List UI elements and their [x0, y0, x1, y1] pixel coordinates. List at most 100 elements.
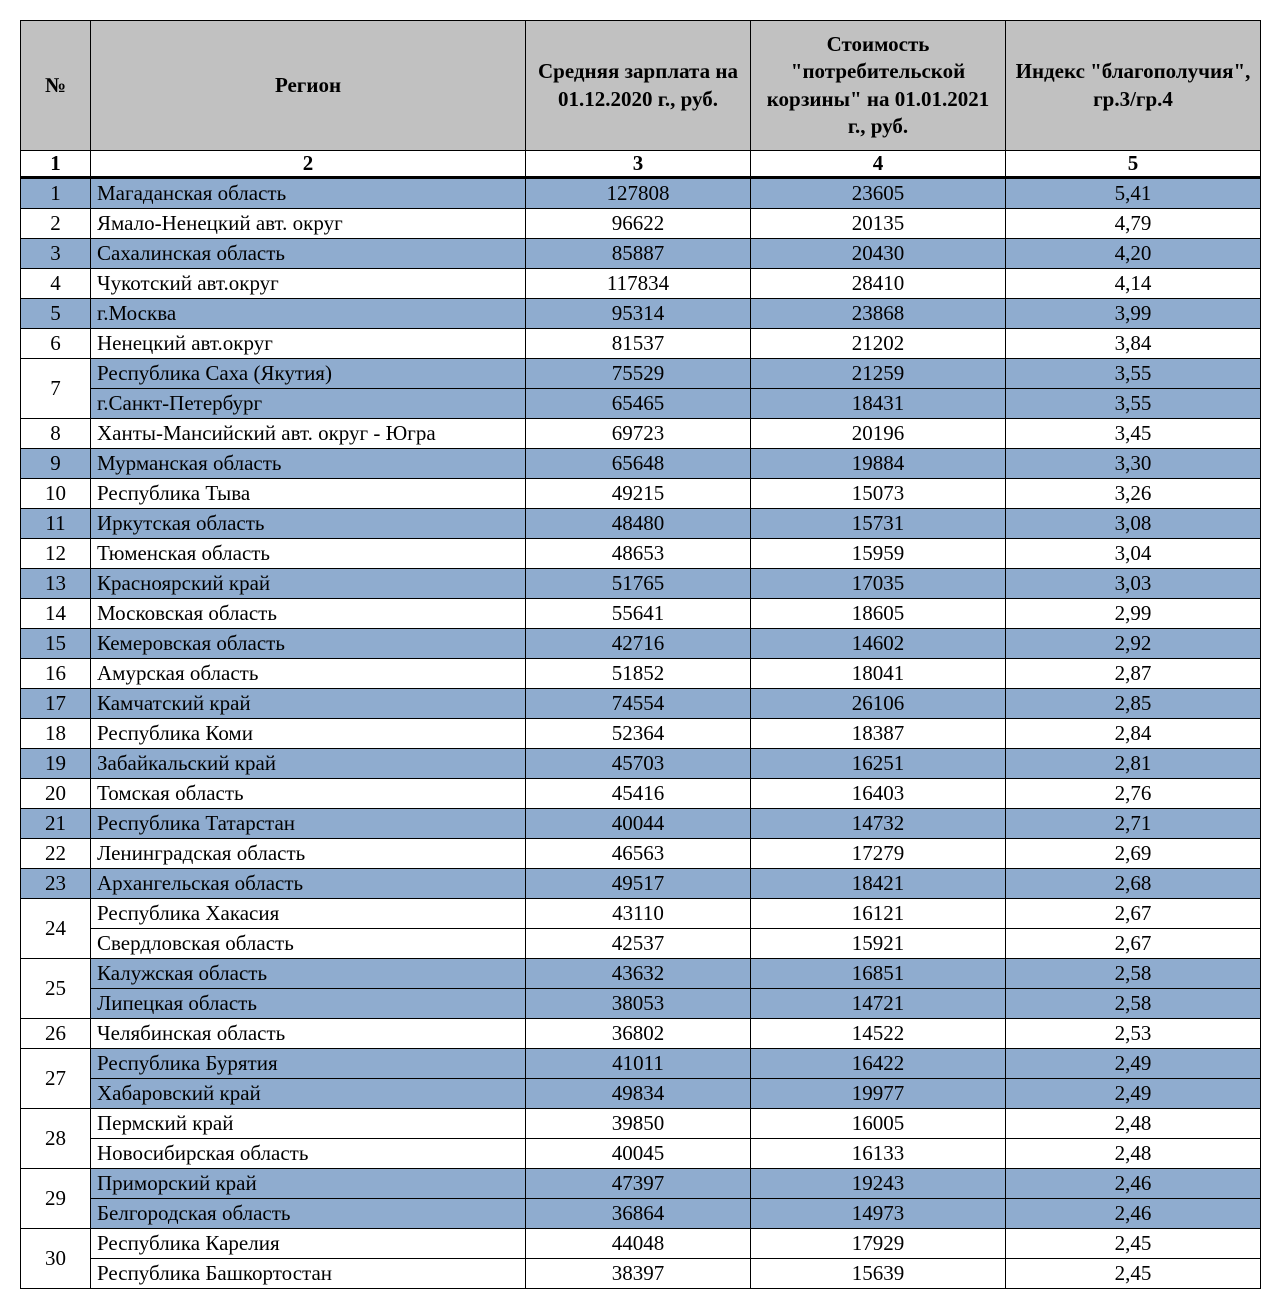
index-cell: 2,67 [1006, 899, 1261, 929]
table-row: 24Республика Хакасия43110161212,67 [21, 899, 1261, 929]
basket-cell: 14602 [751, 629, 1006, 659]
table-row: 14Московская область55641186052,99 [21, 599, 1261, 629]
rank-cell: 25 [21, 959, 91, 1019]
rank-cell: 4 [21, 269, 91, 299]
index-cell: 3,30 [1006, 449, 1261, 479]
region-cell: Белгородская область [91, 1199, 526, 1229]
table-row: 8Ханты-Мансийский авт. округ - Югра69723… [21, 419, 1261, 449]
basket-cell: 16851 [751, 959, 1006, 989]
salary-cell: 69723 [526, 419, 751, 449]
basket-cell: 14721 [751, 989, 1006, 1019]
index-cell: 2,58 [1006, 959, 1261, 989]
index-cell: 2,76 [1006, 779, 1261, 809]
region-cell: Магаданская область [91, 178, 526, 209]
table-row: 4Чукотский авт.округ117834284104,14 [21, 269, 1261, 299]
salary-cell: 43632 [526, 959, 751, 989]
basket-cell: 21202 [751, 329, 1006, 359]
salary-cell: 74554 [526, 689, 751, 719]
rank-cell: 28 [21, 1109, 91, 1169]
index-cell: 5,41 [1006, 178, 1261, 209]
table-row: г.Санкт-Петербург65465184313,55 [21, 389, 1261, 419]
index-cell: 2,49 [1006, 1049, 1261, 1079]
basket-cell: 20430 [751, 239, 1006, 269]
index-cell: 3,84 [1006, 329, 1261, 359]
salary-cell: 36864 [526, 1199, 751, 1229]
table-row: 3Сахалинская область85887204304,20 [21, 239, 1261, 269]
table-row: Новосибирская область40045161332,48 [21, 1139, 1261, 1169]
region-cell: Красноярский край [91, 569, 526, 599]
basket-cell: 16403 [751, 779, 1006, 809]
basket-cell: 17279 [751, 839, 1006, 869]
rank-cell: 7 [21, 359, 91, 419]
table-row: 28Пермский край39850160052,48 [21, 1109, 1261, 1139]
region-cell: Мурманская область [91, 449, 526, 479]
index-cell: 4,79 [1006, 209, 1261, 239]
rank-cell: 24 [21, 899, 91, 959]
table-row: Хабаровский край49834199772,49 [21, 1079, 1261, 1109]
index-cell: 2,49 [1006, 1079, 1261, 1109]
region-cell: Республика Бурятия [91, 1049, 526, 1079]
colnum-2: 2 [91, 151, 526, 178]
table-row: 13Красноярский край51765170353,03 [21, 569, 1261, 599]
region-cell: Камчатский край [91, 689, 526, 719]
index-cell: 2,81 [1006, 749, 1261, 779]
region-cell: Забайкальский край [91, 749, 526, 779]
salary-cell: 49215 [526, 479, 751, 509]
region-cell: Республика Коми [91, 719, 526, 749]
colnum-3: 3 [526, 151, 751, 178]
index-cell: 2,85 [1006, 689, 1261, 719]
rank-cell: 27 [21, 1049, 91, 1109]
basket-cell: 21259 [751, 359, 1006, 389]
column-numbers-row: 1 2 3 4 5 [21, 151, 1261, 178]
table-row: 9Мурманская область65648198843,30 [21, 449, 1261, 479]
col-header-salary: Средняя зарплата на 01.12.2020 г., руб. [526, 21, 751, 151]
basket-cell: 23868 [751, 299, 1006, 329]
salary-cell: 52364 [526, 719, 751, 749]
table-row: 21Республика Татарстан40044147322,71 [21, 809, 1261, 839]
salary-cell: 127808 [526, 178, 751, 209]
salary-cell: 65648 [526, 449, 751, 479]
basket-cell: 16422 [751, 1049, 1006, 1079]
basket-cell: 15959 [751, 539, 1006, 569]
table-row: 18Республика Коми52364183872,84 [21, 719, 1261, 749]
salary-cell: 46563 [526, 839, 751, 869]
index-cell: 3,04 [1006, 539, 1261, 569]
table-row: 25Калужская область43632168512,58 [21, 959, 1261, 989]
basket-cell: 14973 [751, 1199, 1006, 1229]
rank-cell: 13 [21, 569, 91, 599]
index-cell: 4,20 [1006, 239, 1261, 269]
salary-cell: 49834 [526, 1079, 751, 1109]
index-cell: 2,68 [1006, 869, 1261, 899]
basket-cell: 20135 [751, 209, 1006, 239]
region-cell: Челябинская область [91, 1019, 526, 1049]
index-cell: 3,55 [1006, 389, 1261, 419]
salary-cell: 55641 [526, 599, 751, 629]
basket-cell: 18387 [751, 719, 1006, 749]
region-cell: Томская область [91, 779, 526, 809]
basket-cell: 18041 [751, 659, 1006, 689]
basket-cell: 19884 [751, 449, 1006, 479]
header-row: № Регион Средняя зарплата на 01.12.2020 … [21, 21, 1261, 151]
rank-cell: 2 [21, 209, 91, 239]
rank-cell: 5 [21, 299, 91, 329]
salary-cell: 40044 [526, 809, 751, 839]
salary-cell: 45416 [526, 779, 751, 809]
region-cell: Новосибирская область [91, 1139, 526, 1169]
basket-cell: 16251 [751, 749, 1006, 779]
colnum-5: 5 [1006, 151, 1261, 178]
table-row: 5г.Москва95314238683,99 [21, 299, 1261, 329]
table-row: 16Амурская область51852180412,87 [21, 659, 1261, 689]
table-row: 1Магаданская область127808236055,41 [21, 178, 1261, 209]
table-row: 15Кемеровская область42716146022,92 [21, 629, 1261, 659]
salary-cell: 85887 [526, 239, 751, 269]
rank-cell: 18 [21, 719, 91, 749]
basket-cell: 15921 [751, 929, 1006, 959]
region-cell: Амурская область [91, 659, 526, 689]
salary-cell: 81537 [526, 329, 751, 359]
basket-cell: 28410 [751, 269, 1006, 299]
basket-cell: 20196 [751, 419, 1006, 449]
basket-cell: 15073 [751, 479, 1006, 509]
col-header-rank: № [21, 21, 91, 151]
salary-cell: 36802 [526, 1019, 751, 1049]
region-cell: Республика Саха (Якутия) [91, 359, 526, 389]
